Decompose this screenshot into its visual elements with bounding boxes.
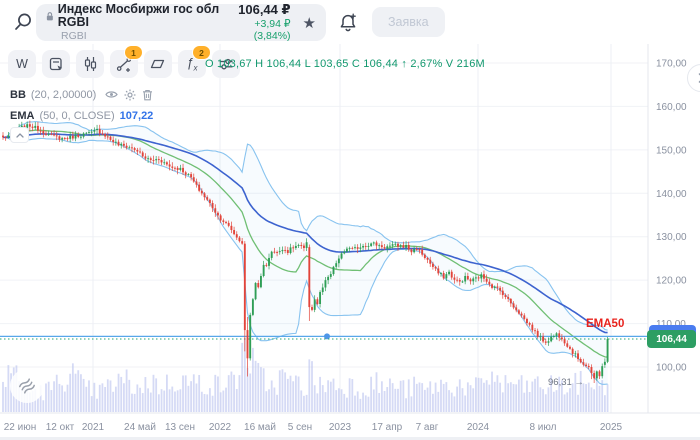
bb-legend-name: BB xyxy=(10,89,26,101)
svg-text:2025: 2025 xyxy=(600,422,623,433)
ema-legend-params: (50, 0, CLOSE) xyxy=(39,110,115,122)
alerts-button[interactable] xyxy=(336,11,360,35)
search-icon xyxy=(15,13,31,30)
bb-settings-gear-icon[interactable] xyxy=(124,89,136,101)
bb-legend[interactable]: BB (20, 2,00000) xyxy=(10,89,153,101)
fx-icon: ƒx xyxy=(186,55,198,73)
ema-legend[interactable]: EMA (50, 0, CLOSE) 107,22 xyxy=(10,110,153,122)
shapes-button[interactable] xyxy=(144,50,172,78)
legend-collapse-button[interactable] xyxy=(10,127,29,143)
window-bottom-edge xyxy=(0,437,700,440)
time-axis[interactable] xyxy=(0,413,700,440)
svg-text:130,00: 130,00 xyxy=(656,232,687,243)
instrument-ticker: RGBI xyxy=(61,30,87,43)
svg-text:2022: 2022 xyxy=(209,422,232,433)
last-price-tag: 106,44 xyxy=(647,330,696,348)
favorite-star-icon[interactable]: ★ xyxy=(302,14,316,32)
indicators-count-badge: 2 xyxy=(192,45,211,60)
sliders-icon xyxy=(219,58,233,70)
low-price-annotation[interactable]: 96,31 → xyxy=(548,377,584,388)
svg-text:17 апр: 17 апр xyxy=(372,422,403,433)
svg-text:110,00: 110,00 xyxy=(656,319,686,330)
svg-text:13 сен: 13 сен xyxy=(165,422,195,433)
chevron-up-icon xyxy=(15,132,24,138)
polygon-icon xyxy=(150,59,165,69)
timeframe-button[interactable]: W xyxy=(8,50,36,78)
svg-text:16 май: 16 май xyxy=(244,422,276,433)
svg-text:5 сен: 5 сен xyxy=(288,422,312,433)
svg-text:8 июл: 8 июл xyxy=(529,422,556,433)
svg-text:2024: 2024 xyxy=(467,422,490,433)
instrument-change: +3,94 ₽ (3,84%) xyxy=(253,18,291,42)
lock-icon xyxy=(46,11,53,20)
ohlc-readout: O 103,67 H 106,44 L 103,65 C 106,44 ↑ 2,… xyxy=(205,58,485,70)
svg-text:120,00: 120,00 xyxy=(656,276,687,287)
candles-icon xyxy=(84,57,96,71)
svg-text:2021: 2021 xyxy=(82,422,105,433)
bb-legend-params: (20, 2,00000) xyxy=(30,89,97,101)
order-button[interactable]: Заявка xyxy=(372,7,445,37)
svg-text:160,00: 160,00 xyxy=(656,102,687,113)
bb-visibility-eye-icon[interactable] xyxy=(105,89,119,101)
ema-legend-name: EMA xyxy=(10,110,35,122)
svg-text:12 окт: 12 окт xyxy=(46,422,75,433)
header: Индекс Мосбиржи гос обл RGBI RGBI 106,44… xyxy=(0,0,700,44)
svg-text:24 май: 24 май xyxy=(124,422,156,433)
price-axis[interactable] xyxy=(648,44,700,413)
drawing-tools-button[interactable]: 1 xyxy=(110,45,143,78)
svg-text:140,00: 140,00 xyxy=(656,189,687,200)
layout-template-button[interactable] xyxy=(42,50,70,78)
svg-text:7 авг: 7 авг xyxy=(416,422,439,433)
svg-text:100,00: 100,00 xyxy=(656,363,687,374)
timeframe-label: W xyxy=(16,57,28,71)
chart-type-button[interactable] xyxy=(76,50,104,78)
chart-toolbar: W 1 ƒx 2 xyxy=(8,45,240,78)
svg-text:2023: 2023 xyxy=(329,422,352,433)
ema50-annotation[interactable]: EMA50 xyxy=(586,318,625,330)
svg-text:22 июн: 22 июн xyxy=(4,422,37,433)
bell-plus-icon xyxy=(340,13,356,32)
layout-template-icon xyxy=(49,57,62,70)
drawings-count-badge: 1 xyxy=(124,45,143,60)
svg-text:150,00: 150,00 xyxy=(656,145,687,156)
search-button[interactable] xyxy=(11,10,35,34)
bb-delete-trash-icon[interactable] xyxy=(142,89,153,101)
trend-line-icon xyxy=(116,57,132,72)
instrument-price: 106,44 ₽ xyxy=(238,1,291,17)
indicators-button[interactable]: ƒx 2 xyxy=(178,45,211,78)
svg-text:170,00: 170,00 xyxy=(656,59,687,70)
broker-watermark-icon xyxy=(10,369,44,403)
instrument-card[interactable]: Индекс Мосбиржи гос обл RGBI RGBI 106,44… xyxy=(36,1,326,43)
ema-legend-value: 107,22 xyxy=(119,110,154,122)
chart-settings-button[interactable] xyxy=(212,50,240,78)
instrument-title: Индекс Мосбиржи гос обл RGBI xyxy=(57,1,220,29)
